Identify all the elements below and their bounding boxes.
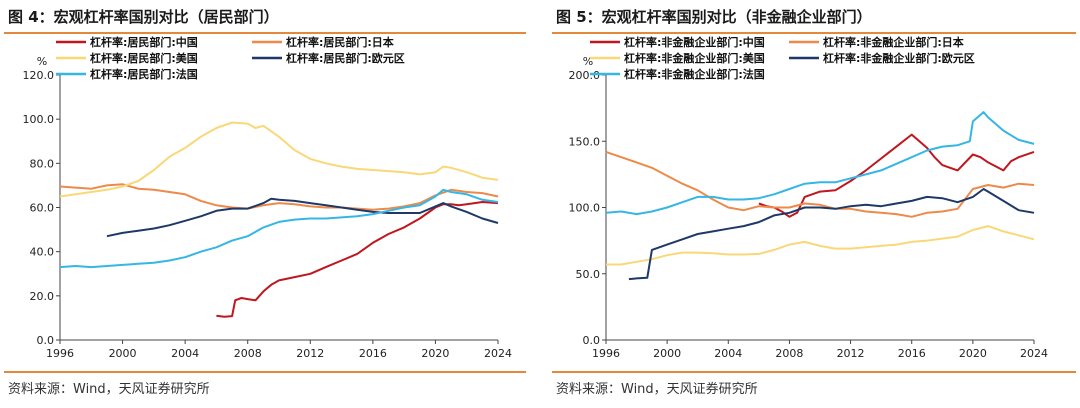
y-tick-label: 20.0 <box>30 290 55 303</box>
x-tick-label: 2000 <box>109 347 137 360</box>
x-tick-label: 2012 <box>296 347 324 360</box>
series-line <box>59 188 499 269</box>
series-line <box>605 150 1035 218</box>
source-note: 资料来源：Wind，天风证券研究所 <box>556 382 758 397</box>
y-tick-label: 40.0 <box>30 246 55 259</box>
legend-entry: 杠杆率:非金融企业部门:美国 <box>624 51 765 65</box>
legend-entry: 杠杆率:居民部门:法国 <box>90 67 198 81</box>
legend-entry: 杠杆率:居民部门:欧元区 <box>286 51 405 65</box>
source-rule <box>4 371 526 373</box>
legend-entry: 杠杆率:居民部门:中国 <box>90 35 198 49</box>
legend-entry: 杠杆率:居民部门:美国 <box>90 51 198 65</box>
series-line <box>628 188 1035 281</box>
x-tick-label: 2020 <box>959 347 987 360</box>
y-tick-label: 150.0 <box>569 135 601 148</box>
series-line <box>59 183 499 211</box>
legend-entry: 杠杆率:非金融企业部门:日本 <box>823 35 964 49</box>
x-tick-label: 2024 <box>1020 347 1048 360</box>
chart-title: 图 4：宏观杠杆率国别对比（居民部门） <box>8 8 279 26</box>
x-tick-label: 2012 <box>837 347 865 360</box>
series-line <box>758 133 1035 218</box>
x-tick-label: 2008 <box>775 347 803 360</box>
x-tick-label: 2016 <box>898 347 926 360</box>
y-tick-label: 50.0 <box>576 268 601 281</box>
y-tick-label: 0.0 <box>583 334 601 347</box>
x-tick-label: 1996 <box>592 347 620 360</box>
y-axis-label: % <box>583 55 593 68</box>
source-note: 资料来源：Wind，天风证券研究所 <box>8 382 210 397</box>
legend-entry: 杠杆率:非金融企业部门:欧元区 <box>823 51 975 65</box>
x-tick-label: 2008 <box>234 347 262 360</box>
y-tick-label: 100.0 <box>569 202 601 215</box>
y-tick-label: 0.0 <box>37 334 55 347</box>
y-axis-label: % <box>37 55 47 68</box>
y-tick-label: 100.0 <box>23 113 55 126</box>
y-tick-label: 200.0 <box>569 69 601 82</box>
x-tick-label: 2024 <box>484 347 512 360</box>
legend-entry: 杠杆率:非金融企业部门:中国 <box>624 35 765 49</box>
y-tick-label: 60.0 <box>30 202 55 215</box>
chart-title: 图 5：宏观杠杆率国别对比（非金融企业部门） <box>556 8 872 26</box>
title-rule <box>552 32 1076 34</box>
y-tick-label: 80.0 <box>30 157 55 170</box>
x-tick-label: 1996 <box>46 347 74 360</box>
chart-svg: % 0.0 50.0 100.0 150.0 200.0 1996 2000 2004 2008 2… <box>569 35 1049 360</box>
x-tick-label: 2004 <box>171 347 199 360</box>
x-tick-label: 2000 <box>653 347 681 360</box>
series-line <box>59 121 499 198</box>
x-tick-label: 2016 <box>359 347 387 360</box>
series-line <box>606 225 1035 266</box>
legend-entry: 杠杆率:居民部门:日本 <box>286 35 394 49</box>
x-tick-label: 2004 <box>714 347 742 360</box>
x-tick-label: 2020 <box>421 347 449 360</box>
title-rule <box>4 32 526 34</box>
series-line <box>605 111 1035 216</box>
source-rule <box>552 371 1076 373</box>
y-tick-label: 120.0 <box>23 69 55 82</box>
series-line <box>216 201 499 318</box>
chart-panel-household: 图 4：宏观杠杆率国别对比（居民部门） % 0.0 20.0 40.0 60.0 80.0… <box>0 0 530 408</box>
legend-entry: 杠杆率:非金融企业部门:法国 <box>624 67 765 81</box>
chart-svg: % 0.0 20.0 40.0 60.0 80.0 100.0 120.0 1996 2000 20… <box>23 35 513 360</box>
series-line <box>106 197 499 238</box>
chart-panel-corporate: 图 5：宏观杠杆率国别对比（非金融企业部门） % 0.0 50.0 100.0 150.… <box>548 0 1080 408</box>
